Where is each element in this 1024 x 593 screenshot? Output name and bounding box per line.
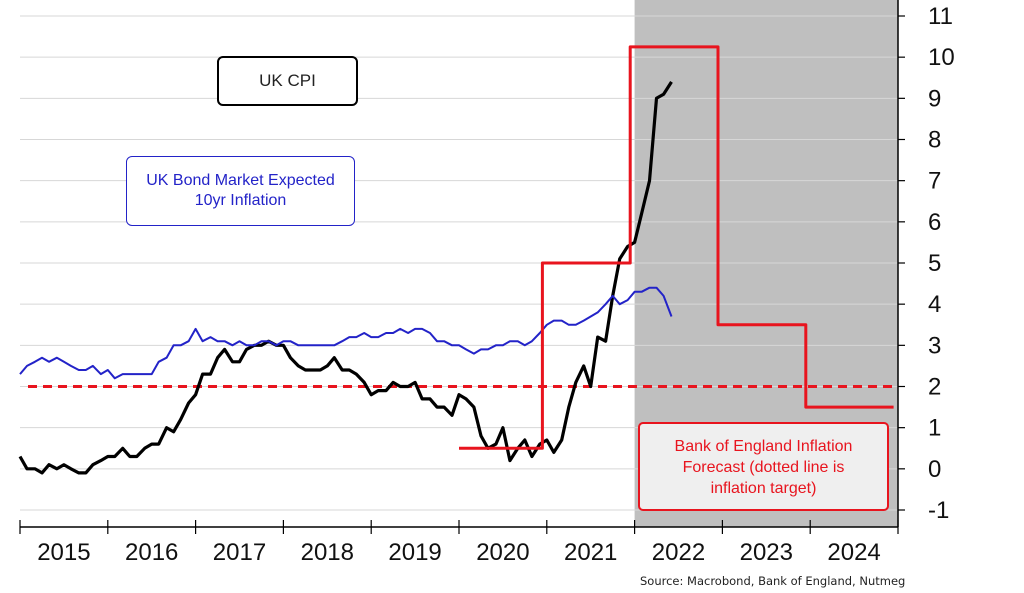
y-tick-label: 7 bbox=[928, 168, 941, 195]
x-tick-label: 2015 bbox=[37, 539, 90, 566]
y-tick-label: 1 bbox=[928, 415, 941, 442]
x-tick-label: 2021 bbox=[564, 539, 617, 566]
y-tick-label: 10 bbox=[928, 44, 955, 71]
x-tick-label: 2023 bbox=[740, 539, 793, 566]
boe-legend-line-3: inflation target) bbox=[710, 480, 817, 497]
bond-series-line bbox=[19, 286, 673, 380]
x-tick-label: 2017 bbox=[213, 539, 266, 566]
y-tick-label: 3 bbox=[928, 332, 941, 359]
bond-legend-line-2: 10yr Inflation bbox=[194, 192, 287, 209]
cpi-legend-label: UK CPI bbox=[217, 56, 358, 106]
x-tick-label: 2018 bbox=[301, 539, 354, 566]
y-tick-label: 9 bbox=[928, 85, 941, 112]
bond-legend-line-1: UK Bond Market Expected bbox=[146, 172, 335, 189]
y-tick-label: 8 bbox=[928, 127, 941, 154]
cpi-series-line bbox=[18, 81, 673, 475]
y-tick-label: 4 bbox=[928, 291, 941, 318]
boe-legend-line-1: Bank of England Inflation bbox=[674, 438, 853, 455]
source-note: Source: Macrobond, Bank of England, Nutm… bbox=[640, 574, 906, 588]
y-tick-label: 0 bbox=[928, 456, 941, 483]
y-tick-label: -1 bbox=[928, 497, 949, 524]
y-tick-label: 11 bbox=[928, 3, 953, 30]
boe-legend-line-2: Forecast (dotted line is bbox=[682, 459, 845, 476]
x-tick-label: 2019 bbox=[388, 539, 441, 566]
bond-legend-label: UK Bond Market Expected 10yr Inflation bbox=[126, 156, 355, 226]
x-tick-label: 2024 bbox=[827, 539, 880, 566]
y-tick-label: 2 bbox=[928, 374, 941, 401]
x-tick-label: 2016 bbox=[125, 539, 178, 566]
forecast-series-line bbox=[459, 45, 894, 450]
y-tick-label: 5 bbox=[928, 250, 941, 277]
y-tick-label: 6 bbox=[928, 209, 941, 236]
x-tick-label: 2020 bbox=[476, 539, 529, 566]
x-tick-label: 2022 bbox=[652, 539, 705, 566]
boe-forecast-legend-label: Bank of England Inflation Forecast (dott… bbox=[638, 422, 889, 511]
